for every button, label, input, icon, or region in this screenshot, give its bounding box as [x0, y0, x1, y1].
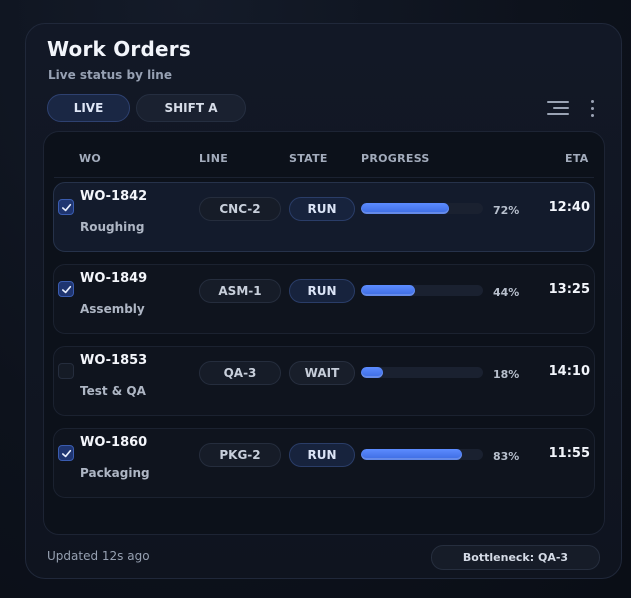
table-row[interactable]: WO-1849 Assembly ASM-1 RUN 44% 13:25: [53, 264, 595, 334]
line-badge: PKG-2: [199, 443, 281, 467]
more-vertical-icon[interactable]: [588, 100, 598, 118]
state-badge: RUN: [289, 443, 355, 467]
progress-percent: 18%: [493, 368, 520, 381]
bottleneck-badge: Bottleneck: QA-3: [431, 545, 600, 570]
state-badge: RUN: [289, 197, 355, 221]
work-order-id: WO-1849: [80, 271, 148, 286]
work-order-description: Roughing: [80, 220, 145, 234]
progress-bar: [361, 449, 483, 460]
state-badge: WAIT: [289, 361, 355, 385]
progress-bar: [361, 203, 483, 214]
work-orders-table: WO LINE STATE PROGRESS ETA WO-1842 Roughi…: [43, 131, 605, 535]
progress-bar: [361, 285, 483, 296]
page-title: Work Orders: [47, 37, 191, 61]
progress-fill: [361, 203, 449, 214]
work-orders-card: Work Orders Live status by line LIVE SHI…: [25, 23, 622, 579]
filter-lines-icon[interactable]: [545, 100, 569, 116]
eta-time: 11:55: [548, 446, 590, 461]
progress-percent: 72%: [493, 204, 520, 217]
column-header-eta: ETA: [565, 152, 589, 165]
eta-time: 14:10: [548, 364, 590, 379]
checkmark-icon: [61, 285, 71, 293]
row-checkbox[interactable]: [58, 363, 74, 379]
column-header-progress: PROGRESS: [361, 152, 430, 165]
work-order-description: Packaging: [80, 466, 150, 480]
tab-shift-a[interactable]: SHIFT A: [136, 94, 246, 122]
work-order-description: Assembly: [80, 302, 145, 316]
line-badge: CNC-2: [199, 197, 281, 221]
table-row[interactable]: WO-1842 Roughing CNC-2 RUN 72% 12:40: [53, 182, 595, 252]
eta-time: 13:25: [548, 282, 590, 297]
work-order-description: Test & QA: [80, 384, 146, 398]
progress-percent: 44%: [493, 286, 520, 299]
work-order-id: WO-1842: [80, 189, 148, 204]
row-checkbox[interactable]: [58, 199, 74, 215]
progress-fill: [361, 367, 383, 378]
state-badge: RUN: [289, 279, 355, 303]
table-row[interactable]: WO-1853 Test & QA QA-3 WAIT 18% 14:10: [53, 346, 595, 416]
last-updated-text: Updated 12s ago: [47, 549, 150, 563]
column-header-state: STATE: [289, 152, 328, 165]
progress-bar: [361, 367, 483, 378]
work-order-id: WO-1853: [80, 353, 148, 368]
work-order-id: WO-1860: [80, 435, 148, 450]
table-row[interactable]: WO-1860 Packaging PKG-2 RUN 83% 11:55: [53, 428, 595, 498]
column-header-line: LINE: [199, 152, 229, 165]
progress-percent: 83%: [493, 450, 520, 463]
checkmark-icon: [61, 203, 71, 211]
progress-fill: [361, 285, 415, 296]
column-header-wo: WO: [79, 152, 102, 165]
eta-time: 12:40: [548, 200, 590, 215]
line-badge: QA-3: [199, 361, 281, 385]
line-badge: ASM-1: [199, 279, 281, 303]
row-checkbox[interactable]: [58, 281, 74, 297]
checkmark-icon: [61, 449, 71, 457]
row-checkbox[interactable]: [58, 445, 74, 461]
progress-fill: [361, 449, 463, 460]
page-subtitle: Live status by line: [48, 68, 172, 82]
tab-live[interactable]: LIVE: [47, 94, 130, 122]
header-divider: [54, 177, 594, 178]
